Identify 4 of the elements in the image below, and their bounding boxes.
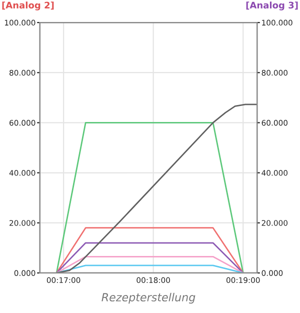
y-axis-title: [Analog 2] [2,2,54,10]
line-series [56,104,258,273]
y2-axis-title: [Analog 3] [246,2,298,10]
x-axis-title: Rezepterstellung [102,292,196,304]
